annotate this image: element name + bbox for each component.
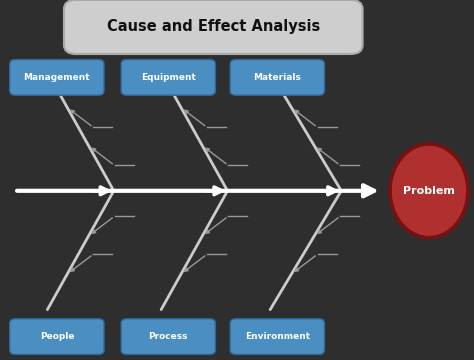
Text: Environment: Environment [245,332,310,341]
Text: Problem: Problem [403,186,455,196]
FancyBboxPatch shape [121,59,215,95]
Text: Management: Management [24,73,90,82]
FancyBboxPatch shape [230,59,324,95]
FancyBboxPatch shape [9,319,104,354]
FancyBboxPatch shape [230,319,324,354]
Text: People: People [40,332,74,341]
Text: Cause and Effect Analysis: Cause and Effect Analysis [107,19,320,35]
Text: Process: Process [148,332,188,341]
Text: Equipment: Equipment [141,73,196,82]
Text: Materials: Materials [253,73,301,82]
FancyBboxPatch shape [9,59,104,95]
Ellipse shape [390,144,468,238]
FancyBboxPatch shape [64,0,363,54]
FancyBboxPatch shape [121,319,215,354]
